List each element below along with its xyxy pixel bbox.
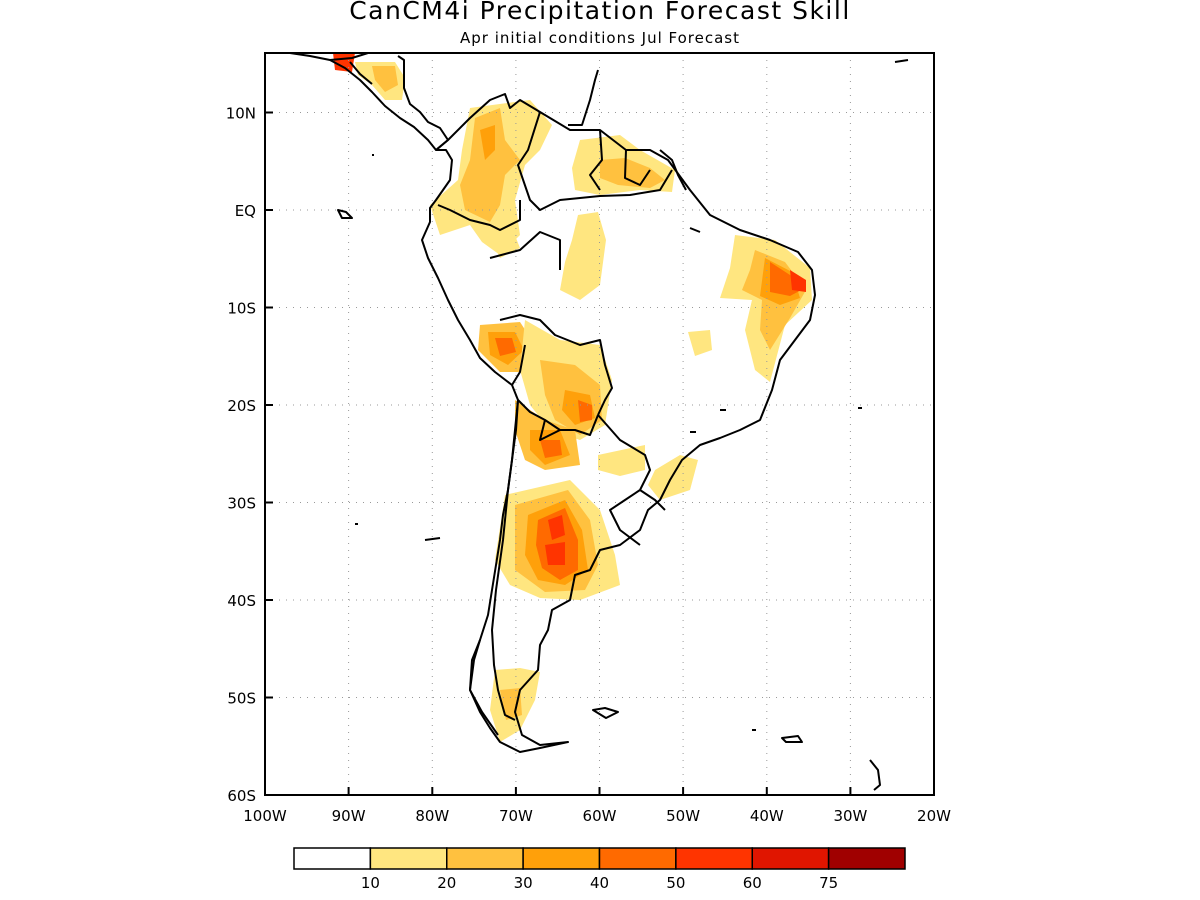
y-axis: 10N EQ 10S 20S 30S 40S 50S 60S	[226, 105, 273, 805]
x-tick-label: 60W	[583, 807, 617, 825]
y-tick-label: 30S	[227, 495, 256, 513]
colorbar-label: 75	[819, 874, 838, 892]
coastline	[289, 53, 909, 791]
y-tick-label: 10S	[227, 300, 256, 318]
colorbar-label: 50	[666, 874, 685, 892]
colorbar-swatch	[446, 847, 524, 870]
colorbar-label: 30	[514, 874, 533, 892]
x-tick-label: 90W	[332, 807, 366, 825]
x-tick-label: 100W	[243, 807, 287, 825]
colorbar-swatch	[522, 847, 601, 870]
colorbar-label: 20	[437, 874, 456, 892]
y-tick-label: 20S	[227, 397, 256, 415]
colorbar-swatch	[675, 847, 753, 870]
x-tick-label: 80W	[415, 807, 449, 825]
x-tick-label: 50W	[666, 807, 700, 825]
y-tick-label: 40S	[227, 592, 256, 610]
map-title: CanCM4i Precipitation Forecast Skill	[349, 0, 851, 25]
colorbar-swatch	[827, 847, 906, 870]
colorbar-label: 10	[361, 874, 380, 892]
y-tick-label: EQ	[235, 202, 256, 220]
colorbar-swatch	[751, 847, 830, 870]
y-tick-label: 10N	[226, 105, 256, 123]
x-tick-label: 30W	[833, 807, 867, 825]
x-axis: 100W 90W 80W 70W 60W 50W 40W 30W 20W	[243, 787, 951, 825]
colorbar-label: 60	[743, 874, 762, 892]
x-tick-label: 70W	[499, 807, 533, 825]
y-tick-label: 50S	[227, 690, 256, 708]
colorbar-label: 40	[590, 874, 609, 892]
map-subtitle: Apr initial conditions Jul Forecast	[459, 29, 740, 47]
x-tick-label: 20W	[917, 807, 951, 825]
x-tick-label: 40W	[750, 807, 784, 825]
skill-shading	[333, 53, 812, 742]
colorbar-swatch	[293, 847, 372, 870]
colorbar-swatch	[369, 847, 448, 870]
colorbar: 10 20 30 40 50 60 75	[293, 847, 906, 892]
y-tick-label: 60S	[227, 787, 256, 805]
colorbar-swatch	[598, 847, 677, 870]
